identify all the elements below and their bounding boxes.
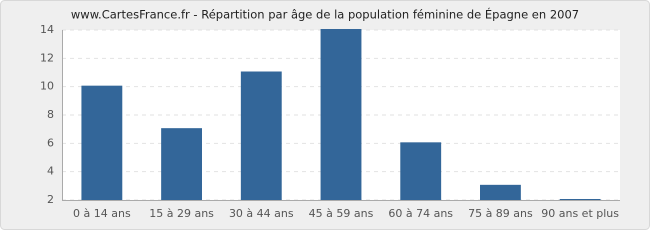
bar <box>81 85 123 201</box>
bar <box>240 71 282 201</box>
bar <box>320 29 362 201</box>
y-tick-label: 14 <box>40 23 54 36</box>
bar <box>480 184 521 201</box>
x-tick-label: 0 à 14 ans <box>73 207 131 220</box>
y-tick-label: 4 <box>47 165 54 178</box>
bar <box>400 142 442 201</box>
x-tick-label: 60 à 74 ans <box>388 207 453 220</box>
x-tick-label: 90 ans et plus <box>541 207 619 220</box>
y-tick-label: 10 <box>40 80 54 93</box>
y-tick-label: 2 <box>47 193 54 206</box>
chart: www.CartesFrance.fr - Répartition par âg… <box>0 0 650 230</box>
x-tick-label: 45 à 59 ans <box>309 207 374 220</box>
bar <box>161 128 202 202</box>
chart-title: www.CartesFrance.fr - Répartition par âg… <box>71 7 579 22</box>
x-tick-label: 30 à 44 ans <box>229 207 294 220</box>
y-tick-label: 8 <box>47 108 54 121</box>
x-tick-label: 75 à 89 ans <box>468 207 533 220</box>
y-tick-label: 6 <box>47 136 54 149</box>
y-tick-label: 12 <box>40 51 54 64</box>
x-tick-label: 15 à 29 ans <box>149 207 214 220</box>
